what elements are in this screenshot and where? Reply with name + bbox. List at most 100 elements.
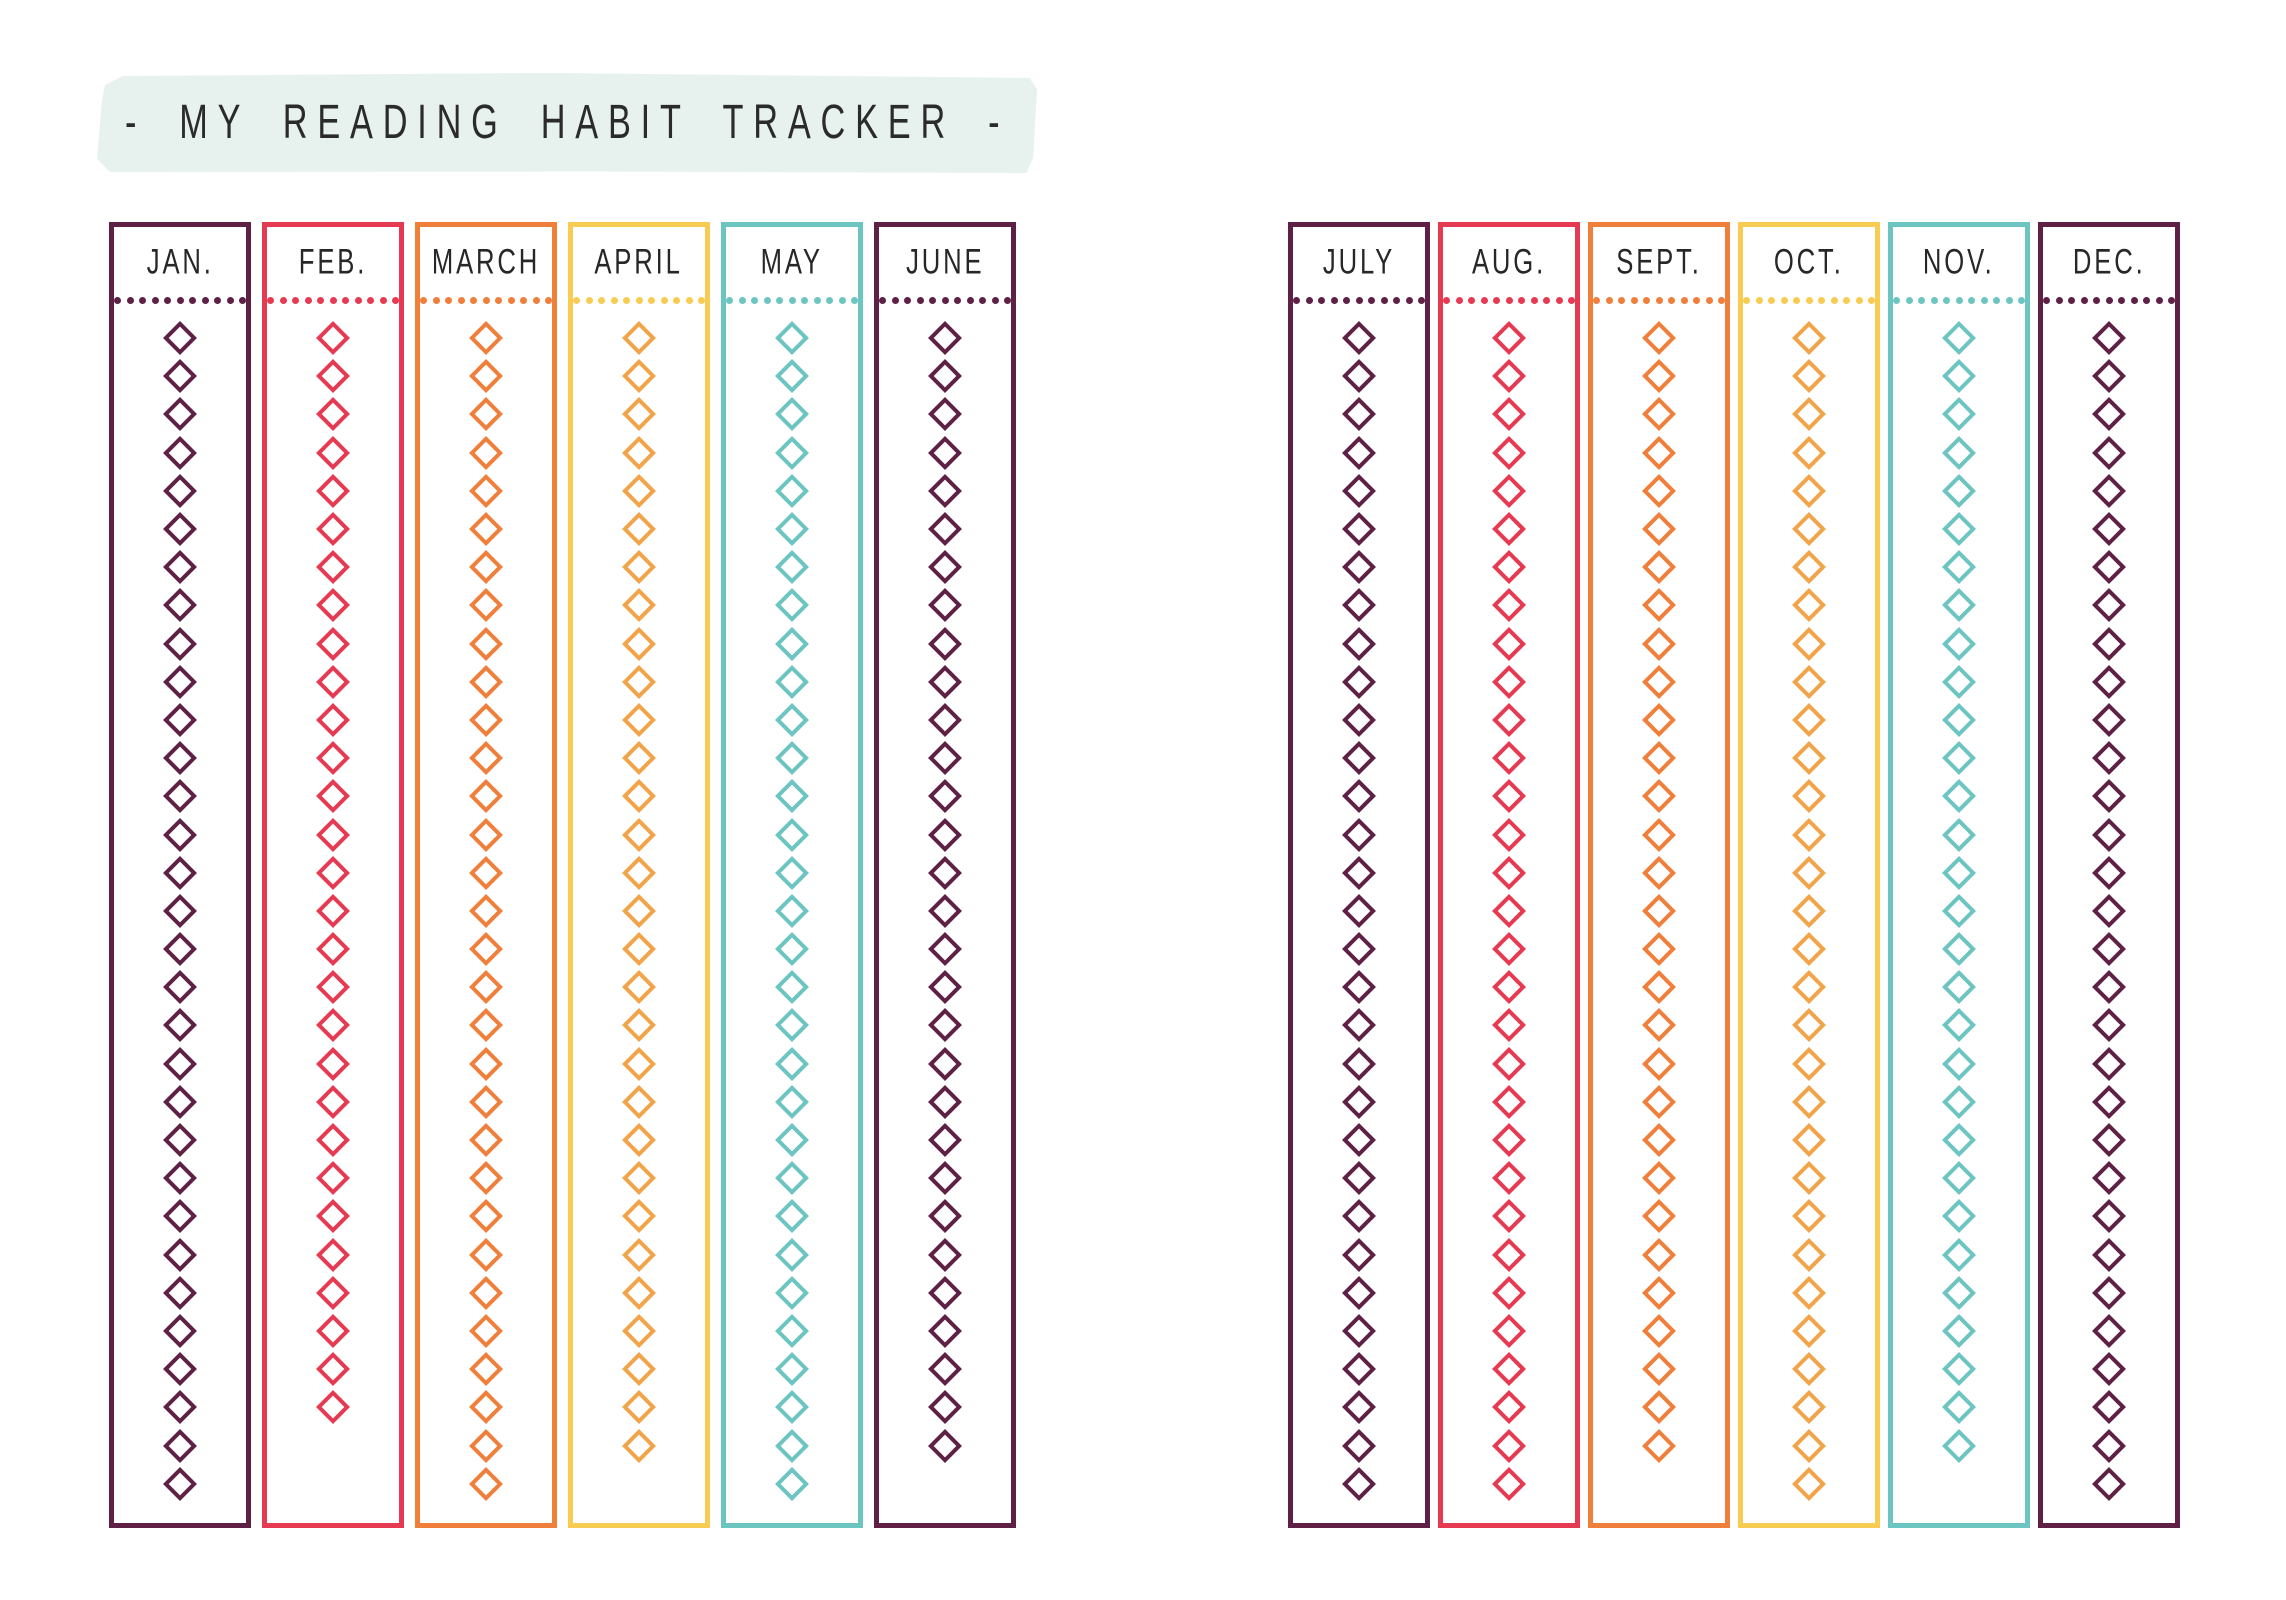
day-slot[interactable] — [114, 625, 246, 663]
day-slot[interactable] — [420, 357, 552, 395]
day-slot[interactable] — [114, 357, 246, 395]
day-slot[interactable] — [1293, 472, 1425, 510]
day-slot[interactable] — [726, 319, 858, 357]
day-slot[interactable] — [1743, 1006, 1875, 1044]
day-slot[interactable] — [2043, 1159, 2175, 1197]
day-slot[interactable] — [1293, 1236, 1425, 1274]
day-slot[interactable] — [1893, 1083, 2025, 1121]
day-slot[interactable] — [2043, 586, 2175, 624]
day-slot[interactable] — [879, 1350, 1011, 1388]
day-slot[interactable] — [1293, 1197, 1425, 1235]
day-slot[interactable] — [726, 510, 858, 548]
day-slot[interactable] — [1893, 1236, 2025, 1274]
day-slot[interactable] — [573, 472, 705, 510]
day-slot[interactable] — [1893, 586, 2025, 624]
day-slot[interactable] — [1743, 625, 1875, 663]
day-slot[interactable] — [1293, 510, 1425, 548]
day-slot[interactable] — [1443, 472, 1575, 510]
day-slot[interactable] — [1593, 777, 1725, 815]
day-slot[interactable] — [1893, 625, 2025, 663]
day-slot[interactable] — [114, 968, 246, 1006]
day-slot[interactable] — [114, 1350, 246, 1388]
day-slot[interactable] — [114, 701, 246, 739]
day-slot[interactable] — [267, 319, 399, 357]
day-slot[interactable] — [879, 586, 1011, 624]
day-slot[interactable] — [1743, 434, 1875, 472]
day-slot[interactable] — [573, 815, 705, 853]
day-slot[interactable] — [114, 1388, 246, 1426]
day-slot[interactable] — [2043, 1121, 2175, 1159]
day-slot[interactable] — [2043, 968, 2175, 1006]
day-slot[interactable] — [114, 1083, 246, 1121]
day-slot[interactable] — [726, 1236, 858, 1274]
day-slot[interactable] — [1743, 1465, 1875, 1503]
day-slot[interactable] — [2043, 701, 2175, 739]
day-slot[interactable] — [1293, 663, 1425, 701]
day-slot[interactable] — [2043, 739, 2175, 777]
day-slot[interactable] — [1743, 777, 1875, 815]
day-slot[interactable] — [114, 434, 246, 472]
day-slot[interactable] — [1443, 1350, 1575, 1388]
day-slot[interactable] — [267, 815, 399, 853]
day-slot[interactable] — [1293, 1045, 1425, 1083]
day-slot[interactable] — [1293, 395, 1425, 433]
day-slot[interactable] — [1743, 1121, 1875, 1159]
day-slot[interactable] — [114, 1426, 246, 1464]
day-slot[interactable] — [1293, 739, 1425, 777]
day-slot[interactable] — [726, 1197, 858, 1235]
day-slot[interactable] — [114, 1465, 246, 1503]
day-slot[interactable] — [726, 1159, 858, 1197]
day-slot[interactable] — [2043, 663, 2175, 701]
day-slot[interactable] — [420, 625, 552, 663]
day-slot[interactable] — [1593, 1426, 1725, 1464]
day-slot[interactable] — [1893, 548, 2025, 586]
day-slot[interactable] — [1743, 815, 1875, 853]
day-slot[interactable] — [1743, 739, 1875, 777]
day-slot[interactable] — [1293, 1350, 1425, 1388]
day-slot[interactable] — [267, 1159, 399, 1197]
day-slot[interactable] — [1443, 701, 1575, 739]
day-slot[interactable] — [879, 1121, 1011, 1159]
day-slot[interactable] — [573, 1121, 705, 1159]
day-slot[interactable] — [114, 777, 246, 815]
day-slot[interactable] — [1893, 1426, 2025, 1464]
day-slot[interactable] — [420, 739, 552, 777]
day-slot[interactable] — [1743, 510, 1875, 548]
day-slot[interactable] — [420, 1159, 552, 1197]
day-slot[interactable] — [1893, 854, 2025, 892]
day-slot[interactable] — [420, 434, 552, 472]
day-slot[interactable] — [1743, 1274, 1875, 1312]
day-slot[interactable] — [879, 434, 1011, 472]
day-slot[interactable] — [1293, 1312, 1425, 1350]
day-slot[interactable] — [1443, 1006, 1575, 1044]
day-slot[interactable] — [2043, 319, 2175, 357]
day-slot[interactable] — [1893, 1121, 2025, 1159]
day-slot[interactable] — [1893, 777, 2025, 815]
day-slot[interactable] — [1443, 1236, 1575, 1274]
day-slot[interactable] — [2043, 1388, 2175, 1426]
day-slot[interactable] — [267, 1197, 399, 1235]
day-slot[interactable] — [420, 1465, 552, 1503]
day-slot[interactable] — [879, 1426, 1011, 1464]
day-slot[interactable] — [1743, 1236, 1875, 1274]
day-slot[interactable] — [2043, 1236, 2175, 1274]
day-slot[interactable] — [1443, 777, 1575, 815]
day-slot[interactable] — [879, 1006, 1011, 1044]
day-slot[interactable] — [114, 663, 246, 701]
day-slot[interactable] — [1293, 625, 1425, 663]
day-slot[interactable] — [1293, 892, 1425, 930]
day-slot[interactable] — [1593, 1006, 1725, 1044]
day-slot[interactable] — [267, 1083, 399, 1121]
day-slot[interactable] — [1443, 663, 1575, 701]
day-slot[interactable] — [1443, 930, 1575, 968]
day-slot[interactable] — [1593, 357, 1725, 395]
day-slot[interactable] — [879, 1388, 1011, 1426]
day-slot[interactable] — [573, 625, 705, 663]
day-slot[interactable] — [1743, 1083, 1875, 1121]
day-slot[interactable] — [420, 1426, 552, 1464]
day-slot[interactable] — [573, 510, 705, 548]
day-slot[interactable] — [879, 1197, 1011, 1235]
day-slot[interactable] — [879, 1312, 1011, 1350]
day-slot[interactable] — [879, 815, 1011, 853]
day-slot[interactable] — [1743, 701, 1875, 739]
